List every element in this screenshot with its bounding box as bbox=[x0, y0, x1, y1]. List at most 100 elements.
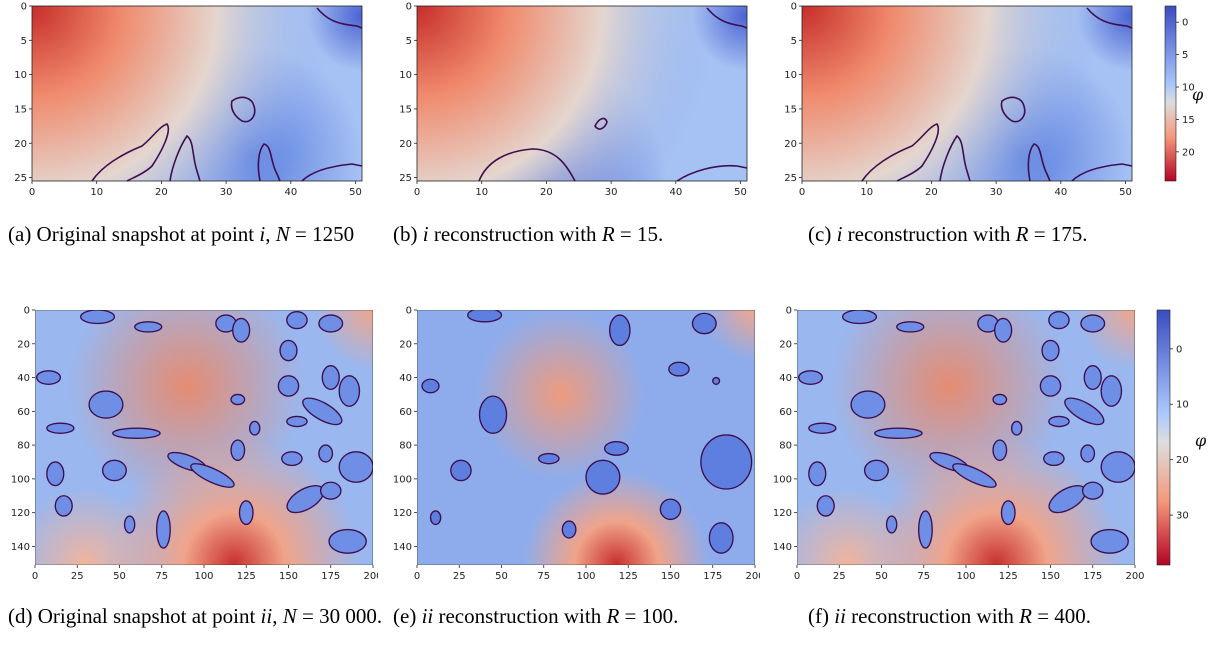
y-tick-label: 80 bbox=[779, 441, 792, 452]
y-tick-label: 20 bbox=[14, 139, 27, 150]
y-ticks: 0 20 40 60 80 100 120 140 bbox=[11, 306, 35, 553]
y-ticks: 0 5 10 15 20 25 bbox=[784, 2, 802, 184]
y-tick-label: 0 bbox=[21, 2, 27, 13]
y-tick-label: 80 bbox=[17, 441, 30, 452]
y-tick-label: 0 bbox=[791, 2, 797, 13]
x-tick-label: 10 bbox=[475, 187, 488, 198]
y-tick-label: 120 bbox=[773, 508, 792, 519]
x-ticks: 0 25 50 75 100 125 150 175 200 bbox=[794, 565, 1145, 582]
colorbar-tick-label: 10 bbox=[1176, 400, 1189, 411]
x-tick-label: 0 bbox=[799, 187, 805, 198]
x-tick-label: 125 bbox=[619, 571, 638, 582]
colorbar-tick-label: 15 bbox=[1182, 115, 1195, 126]
x-tick-label: 50 bbox=[1119, 187, 1132, 198]
x-tick-label: 10 bbox=[860, 187, 873, 198]
contour-lines bbox=[798, 310, 1135, 554]
y-tick-label: 5 bbox=[21, 36, 27, 47]
x-tick-label: 150 bbox=[279, 571, 298, 582]
heatmap-panel-e: 0 20 40 60 80 100 120 140 0 25 50 75 100 125 150 175 20… bbox=[393, 306, 760, 583]
x-tick-label: 0 bbox=[414, 571, 420, 582]
x-tick-label: 25 bbox=[833, 571, 846, 582]
x-tick-label: 50 bbox=[875, 571, 888, 582]
contour-lines bbox=[36, 310, 373, 554]
x-tick-label: 125 bbox=[237, 571, 256, 582]
y-tick-label: 100 bbox=[393, 474, 412, 485]
colorbar-tick-label: 10 bbox=[1182, 83, 1195, 94]
contour-lines bbox=[91, 7, 363, 182]
x-tick-label: 10 bbox=[90, 187, 103, 198]
y-tick-label: 15 bbox=[399, 104, 412, 115]
caption-b: (b) i reconstruction with R = 15. bbox=[393, 222, 664, 246]
x-tick-label: 50 bbox=[113, 571, 126, 582]
y-tick-label: 10 bbox=[399, 70, 412, 81]
y-tick-label: 100 bbox=[773, 474, 792, 485]
y-ticks: 0 20 40 60 80 100 120 140 bbox=[773, 306, 797, 553]
y-tick-label: 60 bbox=[17, 407, 30, 418]
x-tick-label: 20 bbox=[540, 187, 553, 198]
contour-lines bbox=[421, 310, 753, 554]
x-tick-label: 150 bbox=[661, 571, 680, 582]
x-tick-label: 20 bbox=[155, 187, 168, 198]
y-tick-label: 140 bbox=[773, 542, 792, 553]
y-tick-label: 20 bbox=[779, 339, 792, 350]
colorbar: 0 5 10 15 20 bbox=[1164, 5, 1195, 182]
y-tick-label: 40 bbox=[779, 373, 792, 384]
x-tick-label: 30 bbox=[990, 187, 1003, 198]
x-ticks: 0 10 20 30 40 50 bbox=[29, 181, 362, 198]
x-tick-label: 75 bbox=[917, 571, 930, 582]
x-tick-label: 175 bbox=[321, 571, 340, 582]
x-tick-label: 40 bbox=[669, 187, 682, 198]
x-tick-label: 0 bbox=[32, 571, 38, 582]
y-tick-label: 25 bbox=[14, 173, 27, 184]
x-tick-label: 75 bbox=[537, 571, 550, 582]
y-tick-label: 0 bbox=[406, 2, 412, 13]
x-tick-label: 125 bbox=[999, 571, 1018, 582]
x-tick-label: 175 bbox=[1083, 571, 1102, 582]
x-ticks: 0 10 20 30 40 50 bbox=[414, 181, 747, 198]
y-tick-label: 120 bbox=[11, 508, 30, 519]
y-tick-label: 20 bbox=[399, 139, 412, 150]
x-tick-label: 0 bbox=[414, 187, 420, 198]
x-tick-label: 0 bbox=[794, 571, 800, 582]
x-tick-label: 100 bbox=[576, 571, 595, 582]
caption-a: (a) Original snapshot at point i, N = 12… bbox=[8, 222, 355, 246]
y-tick-label: 15 bbox=[14, 104, 27, 115]
x-tick-label: 200 bbox=[745, 571, 760, 582]
x-tick-label: 200 bbox=[1125, 571, 1144, 582]
y-tick-label: 20 bbox=[784, 139, 797, 150]
caption-f: (f) ii reconstruction with R = 400. bbox=[808, 604, 1092, 628]
x-ticks: 0 25 50 75 100 125 150 175 200 bbox=[32, 565, 378, 582]
y-tick-label: 0 bbox=[24, 306, 30, 317]
caption-e: (e) ii reconstruction with R = 100. bbox=[393, 604, 679, 628]
y-tick-label: 25 bbox=[399, 173, 412, 184]
heatmap-panel-a: 0 5 10 15 20 25 0 10 20 30 40 50 bbox=[14, 2, 363, 198]
contour-lines bbox=[861, 7, 1133, 182]
y-tick-label: 120 bbox=[393, 508, 412, 519]
x-tick-label: 150 bbox=[1041, 571, 1060, 582]
y-tick-label: 60 bbox=[399, 407, 412, 418]
y-ticks: 0 5 10 15 20 25 bbox=[399, 2, 417, 184]
y-tick-label: 60 bbox=[779, 407, 792, 418]
x-ticks: 0 10 20 30 40 50 bbox=[799, 181, 1132, 198]
contour-lines bbox=[478, 7, 748, 182]
colorbar-tick-label: 20 bbox=[1176, 455, 1189, 466]
y-tick-label: 10 bbox=[14, 70, 27, 81]
colorbar-tick-label: 20 bbox=[1182, 147, 1195, 158]
caption-c: (c) i reconstruction with R = 175. bbox=[808, 222, 1088, 246]
x-tick-label: 50 bbox=[734, 187, 747, 198]
y-tick-label: 40 bbox=[399, 373, 412, 384]
x-tick-label: 25 bbox=[453, 571, 466, 582]
y-tick-label: 10 bbox=[784, 70, 797, 81]
y-tick-label: 25 bbox=[784, 173, 797, 184]
y-tick-label: 5 bbox=[406, 36, 412, 47]
y-tick-label: 140 bbox=[11, 542, 30, 553]
y-tick-label: 0 bbox=[786, 306, 792, 317]
colorbar-tick-label: 30 bbox=[1176, 511, 1189, 522]
x-tick-label: 30 bbox=[220, 187, 233, 198]
colorbar-label: φ bbox=[1192, 85, 1204, 104]
caption-d: (d) Original snapshot at point ii, N = 3… bbox=[8, 604, 383, 628]
y-tick-label: 40 bbox=[17, 373, 30, 384]
x-tick-label: 175 bbox=[703, 571, 722, 582]
x-tick-label: 50 bbox=[495, 571, 508, 582]
